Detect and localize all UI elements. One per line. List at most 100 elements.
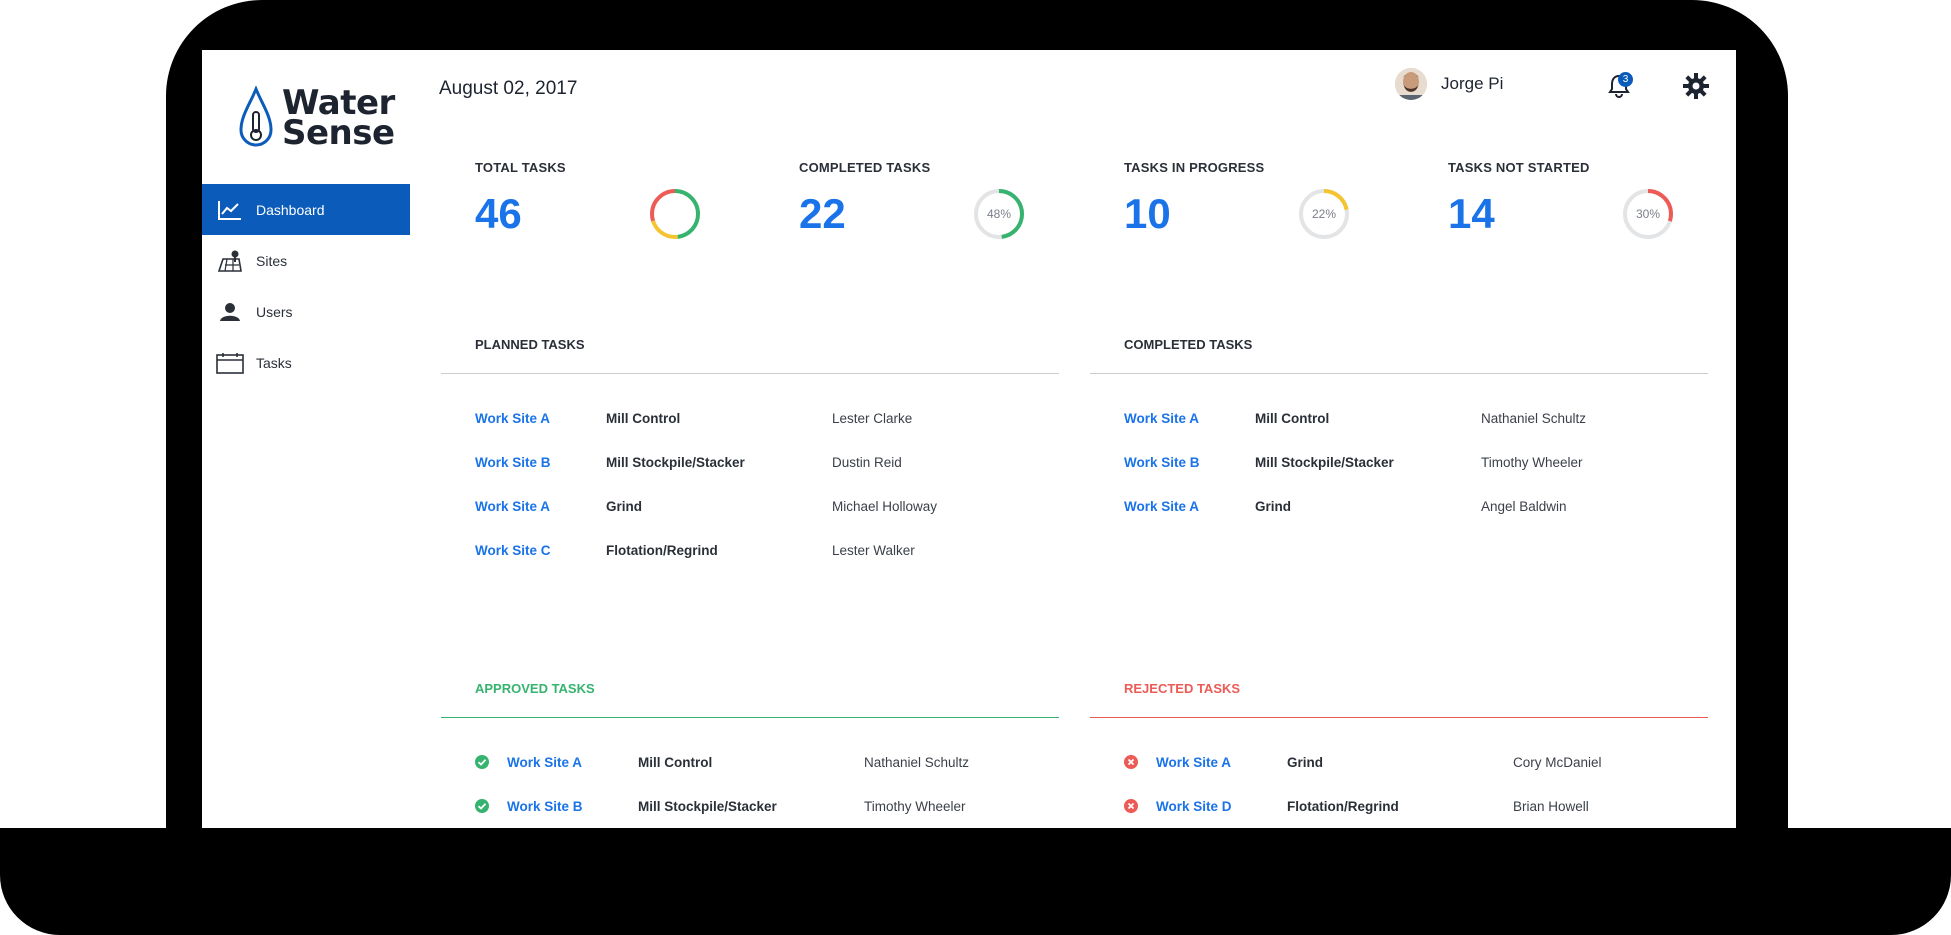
check-circle-icon [475,755,489,769]
total-tasks-ring [650,189,700,239]
task-name: Grind [1287,755,1323,770]
avatar[interactable] [1395,68,1427,100]
table-row[interactable]: Work Site A Mill Control Nathaniel Schul… [441,755,1059,799]
notification-badge: 3 [1618,72,1633,87]
table-row[interactable]: Work Site B Mill Stockpile/Stacker Timot… [441,799,1059,828]
table-row[interactable]: Work Site A Grind Angel Baldwin [1090,499,1708,543]
site-link[interactable]: Work Site B [475,455,551,470]
task-name: Grind [606,499,642,514]
not-started-percent: 30% [1636,207,1660,221]
stat-label: TASKS NOT STARTED [1448,160,1590,175]
laptop-base [0,828,1951,935]
check-circle-icon [475,799,489,813]
sidebar-item-dashboard[interactable]: Dashboard [202,184,410,235]
sidebar-item-tasks[interactable]: Tasks [202,337,410,388]
site-link[interactable]: Work Site C [475,543,551,558]
stat-completed-tasks: COMPLETED TASKS 22 48% [799,160,1059,270]
task-name: Mill Stockpile/Stacker [1255,455,1394,470]
assignee: Dustin Reid [832,455,902,470]
sidebar-item-label: Users [256,303,293,320]
table-row[interactable]: Work Site B Mill Stockpile/Stacker Timot… [1090,455,1708,499]
current-date: August 02, 2017 [439,78,578,99]
calendar-icon [216,351,244,375]
table-row[interactable]: Work Site B Mill Stockpile/Stacker Dusti… [441,455,1059,499]
stat-tasks-in-progress: TASKS IN PROGRESS 10 22% [1124,160,1384,270]
panel-title: REJECTED TASKS [1124,681,1241,696]
stat-label: TOTAL TASKS [475,160,566,175]
site-link[interactable]: Work Site D [1156,799,1232,814]
sidebar-item-users[interactable]: Users [202,286,410,337]
chart-line-icon [216,198,244,222]
divider [441,717,1059,718]
x-circle-icon [1124,755,1138,769]
gear-icon[interactable] [1682,72,1710,100]
x-circle-icon [1124,799,1138,813]
sidebar-item-label: Tasks [256,354,292,371]
task-name: Mill Stockpile/Stacker [606,455,745,470]
table-row[interactable]: Work Site A Mill Control Nathaniel Schul… [1090,411,1708,455]
not-started-ring: 30% [1623,189,1673,239]
site-link[interactable]: Work Site B [507,799,583,814]
brand-line-1: Water [282,83,395,123]
water-sense-logo[interactable]: Water Sense [238,86,395,150]
user-menu[interactable]: Jorge Pi [1395,68,1503,100]
assignee: Lester Walker [832,543,915,558]
assignee: Nathaniel Schultz [864,755,970,770]
site-link[interactable]: Work Site B [1124,455,1200,470]
assignee: Timothy Wheeler [1481,455,1583,470]
assignee: Timothy Wheeler [864,799,966,814]
stat-value: 46 [475,190,522,237]
stat-value: 22 [799,190,846,237]
table-row[interactable]: Work Site D Flotation/Regrind Brian Howe… [1090,799,1708,828]
task-name: Flotation/Regrind [1287,799,1399,814]
stat-value: 10 [1124,190,1171,237]
stat-label: TASKS IN PROGRESS [1124,160,1265,175]
panel-title: PLANNED TASKS [475,337,585,352]
completed-tasks-list: Work Site A Mill Control Nathaniel Schul… [1090,411,1708,543]
assignee: Brian Howell [1513,799,1589,814]
table-row[interactable]: Work Site A Mill Control Lester Clarke [441,411,1059,455]
planned-tasks-list: Work Site A Mill Control Lester Clarke W… [441,411,1059,587]
site-link[interactable]: Work Site A [1124,499,1200,514]
task-name: Mill Control [1255,411,1330,426]
assignee: Nathaniel Schultz [1481,411,1587,426]
app-screen: Water Sense Dashboard Sites Users [202,50,1736,828]
approved-tasks-list: Work Site A Mill Control Nathaniel Schul… [441,755,1059,828]
site-link[interactable]: Work Site A [475,499,551,514]
site-link[interactable]: Work Site A [475,411,551,426]
table-row[interactable]: Work Site C Flotation/Regrind Lester Wal… [441,543,1059,587]
task-name: Flotation/Regrind [606,543,718,558]
assignee: Cory McDaniel [1513,755,1602,770]
table-row[interactable]: Work Site A Grind Michael Holloway [441,499,1059,543]
task-name: Mill Control [638,755,713,770]
sidebar-item-label: Sites [256,252,288,269]
panel-title: APPROVED TASKS [475,681,595,696]
map-pin-icon [216,249,244,273]
user-icon [216,300,244,324]
site-link[interactable]: Work Site A [1156,755,1232,770]
in-progress-ring: 22% [1299,189,1349,239]
completed-percent: 48% [987,207,1011,221]
stat-total-tasks: TOTAL TASKS 46 [475,160,735,270]
site-link[interactable]: Work Site A [1124,411,1200,426]
panel-title: COMPLETED TASKS [1124,337,1253,352]
divider [441,373,1059,374]
rejected-tasks-list: Work Site A Grind Cory McDaniel Work Sit… [1090,755,1708,828]
task-name: Grind [1255,499,1291,514]
divider [1090,373,1708,374]
sidebar-item-sites[interactable]: Sites [202,235,410,286]
site-link[interactable]: Work Site A [507,755,583,770]
task-name: Mill Stockpile/Stacker [638,799,777,814]
task-name: Mill Control [606,411,681,426]
assignee: Lester Clarke [832,411,913,426]
sidebar-nav: Dashboard Sites Users Tasks [202,184,410,388]
brand-line-2: Sense [282,113,395,153]
assignee: Angel Baldwin [1481,499,1567,514]
table-row[interactable]: Work Site A Grind Cory McDaniel [1090,755,1708,799]
assignee: Michael Holloway [832,499,938,514]
user-name[interactable]: Jorge Pi [1441,74,1504,93]
water-drop-icon [239,86,273,147]
stat-tasks-not-started: TASKS NOT STARTED 14 30% [1448,160,1708,270]
completed-progress-ring: 48% [974,189,1024,239]
in-progress-percent: 22% [1312,207,1336,221]
